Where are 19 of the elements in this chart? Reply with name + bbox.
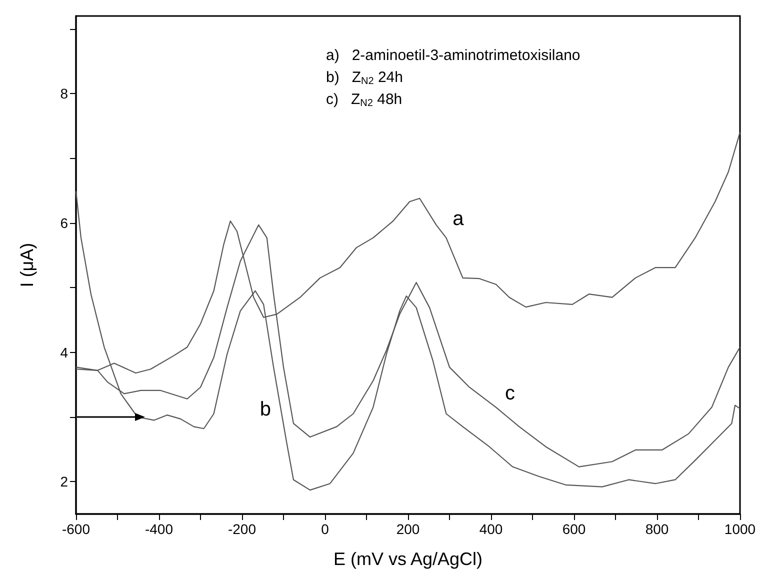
y-axis-title: I (μA)	[17, 242, 37, 288]
x-tick-label: 600	[562, 521, 586, 537]
y-tick-label: 6	[60, 214, 68, 231]
x-axis-title: E (mV vs Ag/AgCl)	[333, 549, 483, 569]
annotation: a) 2-aminoetil-3-aminotrimetoxisilano	[326, 47, 580, 64]
x-tick-label: 200	[396, 521, 420, 537]
x-tick-label: 1000	[724, 521, 756, 537]
x-tick-label: 0	[321, 521, 330, 537]
y-tick-label: 4	[60, 344, 68, 360]
x-tick-label: 400	[479, 521, 503, 537]
y-tick-label: 8	[60, 86, 68, 102]
series-label: a	[452, 208, 465, 230]
y-tick-label: 2	[60, 474, 68, 490]
x-tick-label: -200	[228, 521, 256, 537]
x-tick-label: -600	[62, 521, 90, 537]
x-tick-label: -400	[144, 521, 174, 537]
x-tick-label: 800	[645, 521, 669, 537]
series-label: b	[260, 398, 272, 421]
series-label: c	[504, 382, 515, 404]
